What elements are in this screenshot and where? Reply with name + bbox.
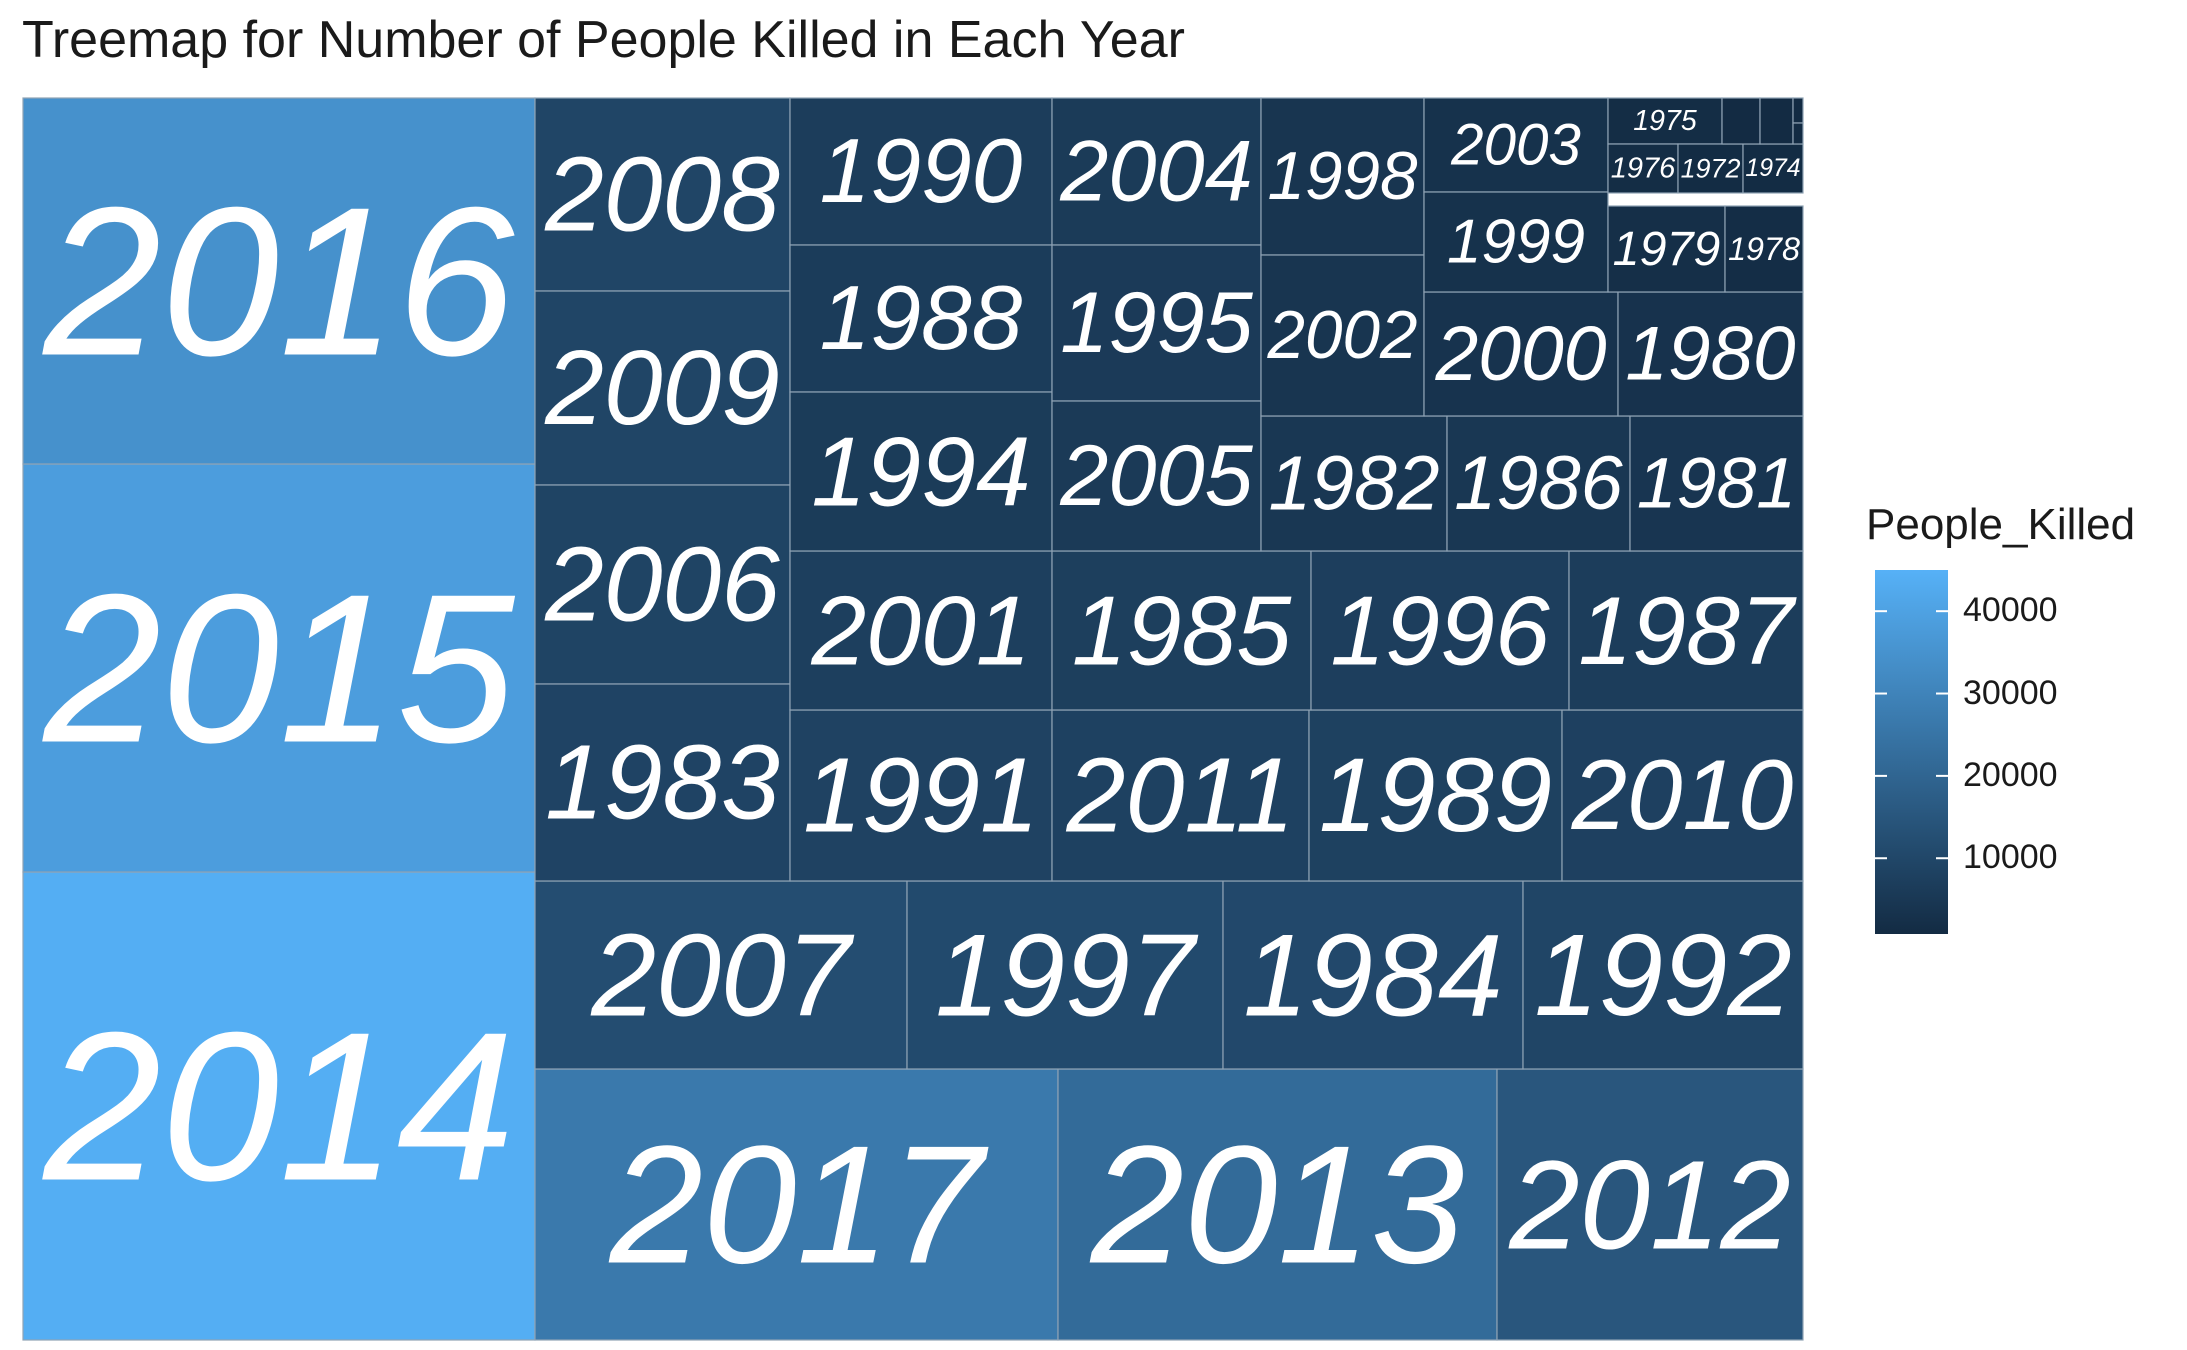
tile-label-2013: 2013 [1090,1111,1465,1299]
tile-unlabeled-45 [1792,97,1804,124]
treemap-tiles: 2014 2015 2016 2017 2013 2012 2007 1997 1984 1992… [22,97,1804,1341]
tile-label-1984: 1984 [1243,910,1502,1041]
chart-title: Treemap for Number of People Killed in E… [22,11,1185,69]
tile-1976 [1607,143,1679,194]
tile-label-2015: 2015 [41,550,515,787]
tile-label-2004: 2004 [1059,124,1252,220]
tile-label-1998: 1998 [1268,139,1418,214]
legend-ticks [1875,610,1948,860]
tile-label-1989: 1989 [1319,737,1552,854]
tile-label-1994: 1994 [811,417,1030,527]
tile-1974 [1742,143,1804,194]
tile-label-1985: 1985 [1072,576,1292,686]
tile-label-1982: 1982 [1268,441,1439,527]
tile-2001 [789,550,1053,711]
tile-2004 [1051,97,1262,246]
legend-tick-label-30000: 30000 [1963,673,2058,712]
tile-label-1974: 1974 [1745,155,1800,182]
tile-label-2006: 2006 [544,526,780,644]
tile-label-1980: 1980 [1625,312,1795,397]
tile-2016 [22,97,536,465]
tile-label-1979: 1979 [1613,222,1721,276]
tile-2011 [1051,709,1310,882]
tile-1989 [1308,709,1563,882]
legend-tick-label-10000: 10000 [1963,838,2058,877]
tile-2012 [1496,1068,1804,1341]
tile-1981 [1629,415,1804,552]
tile-label-1975: 1975 [1633,105,1697,137]
tile-2002 [1260,254,1425,417]
tile-2007 [534,880,908,1070]
tile-label-1990: 1990 [820,121,1023,222]
tile-1992 [1522,880,1804,1070]
tile-1999 [1423,191,1609,293]
tile-label-1983: 1983 [545,724,780,842]
tile-2010 [1561,709,1804,882]
tile-2014 [22,871,536,1341]
tile-label-2011: 2011 [1066,737,1295,855]
tile-label-1991: 1991 [803,737,1039,855]
tile-label-1972: 1972 [1681,154,1741,184]
tile-label-2002: 2002 [1267,298,1418,373]
tile-1985 [1051,550,1312,711]
tile-1994 [789,391,1053,552]
tile-label-2014: 2014 [41,988,514,1225]
tile-1988 [789,244,1053,393]
tile-label-1981: 1981 [1637,444,1796,524]
tile-label-2000: 2000 [1434,311,1606,397]
legend-colorbar [1875,570,1948,934]
tile-label-1987: 1987 [1578,576,1797,685]
tile-label-2003: 2003 [1450,113,1581,178]
tile-1984 [1222,880,1524,1070]
tile-label-2001: 2001 [810,576,1030,686]
tile-2013 [1057,1068,1498,1341]
tile-2000 [1423,291,1619,417]
tile-label-2009: 2009 [544,329,780,447]
tile-label-2010: 2010 [1571,740,1794,851]
legend-tick-label-20000: 20000 [1963,755,2058,794]
tile-label-2005: 2005 [1059,428,1253,524]
tile-label-1992: 1992 [1534,910,1792,1040]
tile-2006 [534,484,791,685]
tile-1979 [1607,205,1726,293]
tile-label-1978: 1978 [1728,231,1800,267]
tile-label-1999: 1999 [1447,208,1585,277]
tile-2009 [534,290,791,486]
legend-title: People_Killed [1866,500,2136,549]
tile-label-1986: 1986 [1454,441,1623,526]
tile-1997 [906,880,1224,1070]
tile-label-2012: 2012 [1508,1134,1791,1276]
tile-1991 [789,709,1053,882]
tile-label-2008: 2008 [544,136,780,254]
tile-label-1997: 1997 [935,910,1199,1041]
tile-label-2016: 2016 [41,163,514,400]
tile-label-1995: 1995 [1060,275,1253,371]
tile-unlabeled-43 [1721,97,1761,145]
tile-label-1996: 1996 [1330,576,1549,686]
tile-1982 [1260,415,1448,552]
tile-2017 [534,1068,1059,1341]
tile-unlabeled-46 [1792,122,1804,145]
tile-label-2007: 2007 [590,910,855,1041]
tile-label-1988: 1988 [820,268,1023,369]
tile-2003 [1423,97,1609,193]
tile-1996 [1310,550,1570,711]
tile-1980 [1617,291,1804,417]
legend-tick-label-40000: 40000 [1963,591,2058,630]
tile-label-1976: 1976 [1611,153,1676,185]
tile-1990 [789,97,1053,246]
tile-1983 [534,683,791,882]
tile-1978 [1724,205,1804,293]
tile-1987 [1568,550,1804,711]
tile-label-2017: 2017 [609,1111,989,1299]
tile-unlabeled-44 [1759,97,1794,145]
legend [1875,570,1948,934]
